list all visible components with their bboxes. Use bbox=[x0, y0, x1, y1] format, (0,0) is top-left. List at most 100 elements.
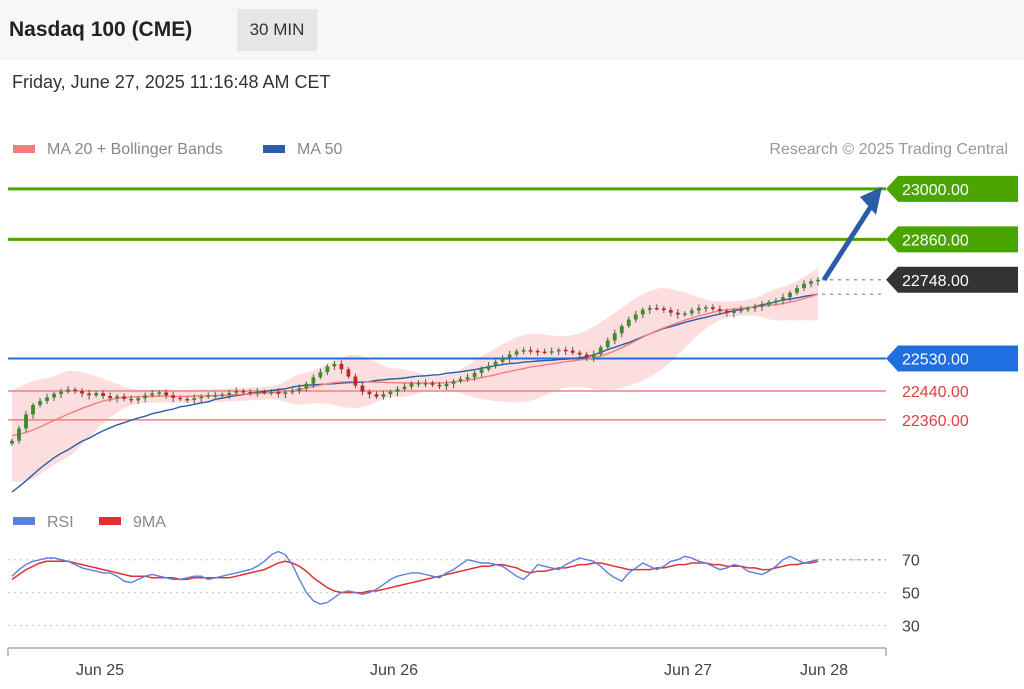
candle-body bbox=[367, 391, 372, 395]
candle-body bbox=[227, 392, 232, 395]
x-tick-label-0: Jun 25 bbox=[76, 662, 124, 679]
candle-body bbox=[241, 390, 246, 393]
page-title: Nasdaq 100 (CME) bbox=[9, 18, 193, 41]
candle-body bbox=[760, 304, 764, 307]
candle-body bbox=[633, 314, 638, 320]
candle-body bbox=[234, 390, 239, 393]
candle-body bbox=[647, 307, 652, 310]
candle-body bbox=[809, 281, 813, 284]
candle-body bbox=[108, 396, 113, 399]
candle-body bbox=[451, 381, 456, 384]
candle-body bbox=[781, 297, 785, 301]
bollinger-band bbox=[12, 267, 818, 482]
candle-body bbox=[164, 392, 169, 396]
candle-body bbox=[703, 307, 708, 309]
rsi-tick-label-30: 30 bbox=[902, 619, 920, 636]
candle-body bbox=[710, 307, 715, 310]
candle-body bbox=[626, 319, 631, 326]
rsi-tick-label-50: 50 bbox=[902, 586, 920, 603]
candle-body bbox=[332, 363, 337, 367]
candle-body bbox=[297, 388, 302, 391]
candle-body bbox=[563, 349, 568, 352]
level-label-pivot-3: 22530.00 bbox=[902, 351, 969, 368]
candle-body bbox=[409, 383, 414, 387]
candle-body bbox=[493, 361, 498, 366]
rsi-9ma-line bbox=[11, 560, 819, 594]
candle-body bbox=[423, 383, 428, 385]
candle-body bbox=[192, 398, 197, 400]
candle-body bbox=[507, 354, 512, 359]
candle-body bbox=[136, 398, 141, 401]
legend-label-9ma: 9MA bbox=[133, 514, 166, 531]
candle-body bbox=[619, 326, 624, 334]
x-axis: Jun 25 Jun 26 Jun 27 Jun 28 bbox=[7, 647, 887, 679]
candle-body bbox=[661, 308, 666, 311]
x-tick-label-2: Jun 27 bbox=[664, 662, 712, 679]
candle-body bbox=[500, 358, 505, 362]
candle-body bbox=[774, 300, 778, 303]
x-tick-label-1: Jun 26 bbox=[370, 662, 418, 679]
candle-body bbox=[59, 391, 63, 394]
candle-body bbox=[731, 311, 736, 314]
candle-body bbox=[605, 340, 610, 348]
level-label-resistance-0: 23000.00 bbox=[902, 182, 969, 199]
candle-body bbox=[689, 310, 694, 314]
candle-body bbox=[528, 350, 533, 352]
level-label-support-5: 22360.00 bbox=[902, 413, 969, 430]
candle-body bbox=[479, 369, 484, 373]
level-tag-resistance-0 bbox=[886, 175, 1018, 202]
level-tag-pivot-3 bbox=[886, 345, 1018, 372]
candle-body bbox=[87, 393, 92, 396]
candle-body bbox=[556, 349, 561, 352]
candle-body bbox=[24, 414, 28, 429]
candle-body bbox=[248, 392, 253, 394]
candle-body bbox=[738, 309, 743, 312]
candle-body bbox=[795, 288, 799, 293]
target-arrow-shaft bbox=[821, 203, 875, 282]
rsi-tick-label-70: 70 bbox=[902, 553, 920, 570]
rsi-legend: RSI 9MA bbox=[13, 514, 166, 531]
candle-body bbox=[157, 392, 162, 394]
candle-body bbox=[675, 312, 680, 315]
candle-body bbox=[668, 310, 673, 313]
candle-body bbox=[549, 351, 554, 353]
candle-body bbox=[143, 395, 148, 399]
candle-body bbox=[746, 308, 750, 310]
candle-body bbox=[682, 313, 687, 315]
candle-body bbox=[802, 283, 806, 289]
rsi-line bbox=[11, 550, 819, 605]
candle-body bbox=[465, 377, 470, 380]
candle-body bbox=[311, 377, 316, 384]
level-label-current-2: 22748.00 bbox=[902, 273, 969, 290]
credit-label: Research © 2025 Trading Central bbox=[769, 141, 1008, 158]
candle-body bbox=[402, 386, 407, 390]
candle-body bbox=[269, 392, 274, 394]
candle-body bbox=[535, 350, 540, 353]
legend-swatch-9ma bbox=[99, 517, 121, 525]
candle-body bbox=[521, 350, 526, 352]
candle-body bbox=[283, 392, 288, 394]
candle-body bbox=[767, 302, 771, 305]
candle-body bbox=[255, 391, 260, 394]
candle-body bbox=[584, 354, 589, 358]
candle-body bbox=[458, 379, 463, 382]
level-tag-current-2 bbox=[886, 266, 1018, 293]
date-label: Friday, June 27, 2025 11:16:48 AM CET bbox=[12, 72, 331, 92]
candle-body bbox=[52, 393, 56, 398]
candle-body bbox=[10, 440, 14, 444]
candle-body bbox=[171, 395, 176, 398]
candle-body bbox=[430, 383, 435, 385]
candle-body bbox=[577, 352, 582, 355]
candle-body bbox=[185, 398, 190, 401]
candle-body bbox=[17, 428, 21, 441]
candle-body bbox=[199, 396, 204, 399]
candle-body bbox=[31, 405, 35, 415]
level-label-resistance-1: 22860.00 bbox=[902, 232, 969, 249]
candle-body bbox=[816, 279, 820, 282]
candle-body bbox=[640, 309, 645, 315]
candle-body bbox=[788, 292, 792, 298]
candle-body bbox=[514, 351, 519, 355]
candle-body bbox=[290, 390, 295, 393]
candle-body bbox=[388, 391, 393, 395]
timeframe-button[interactable]: 30 MIN bbox=[237, 9, 317, 51]
